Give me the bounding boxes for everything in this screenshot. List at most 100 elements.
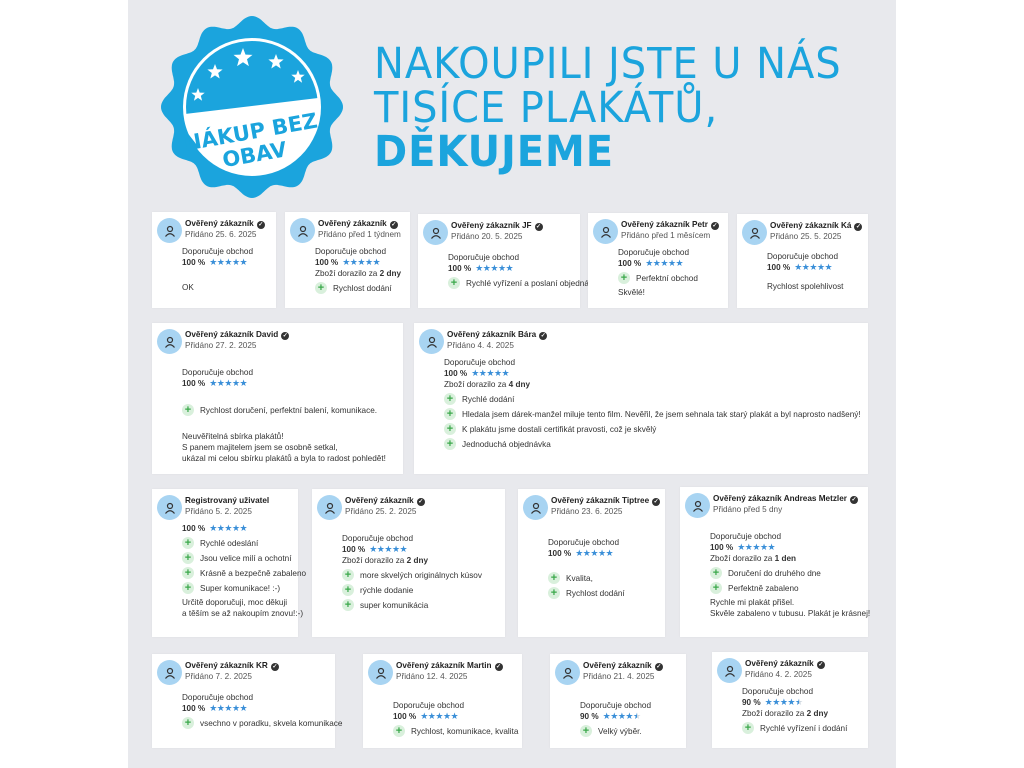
pro-text: Perfektně zabaleno bbox=[728, 583, 799, 593]
plus-icon: + bbox=[182, 537, 194, 549]
rating-percent: 100 % bbox=[182, 524, 206, 533]
star-icon: ★ bbox=[787, 697, 795, 707]
pro-text: Doručení do druhého dne bbox=[728, 568, 821, 578]
plus-icon: + bbox=[342, 569, 354, 581]
star-icon: ★ bbox=[231, 523, 240, 533]
rating-row: 100 % ★★★★★ bbox=[182, 257, 270, 268]
rating-row: 100 % ★★★★★ bbox=[182, 703, 329, 714]
avatar bbox=[717, 658, 742, 683]
avatar bbox=[555, 660, 580, 685]
star-icon: ★ bbox=[645, 258, 653, 268]
plus-icon: + bbox=[742, 722, 754, 734]
star-icon: ★ bbox=[505, 263, 514, 273]
badge-star-icon bbox=[233, 48, 253, 67]
delivery-info: Zboží dorazilo za 4 dny bbox=[444, 379, 862, 390]
star-icon: ★ bbox=[809, 262, 817, 272]
star-icon: ★ bbox=[794, 262, 802, 272]
review-body: Doporučuje obchod 100 % ★★★★★ + vsechno v po… bbox=[182, 688, 342, 729]
recommend-label: Doporučuje obchod bbox=[548, 538, 620, 547]
pro-item: + Rychlost dodání bbox=[548, 587, 659, 599]
reviewer-name-text: Ověřený zákazník Bára bbox=[447, 330, 537, 339]
reviewer-name: Ověřený zákazník ✓ bbox=[745, 658, 862, 669]
rating-stars: ★★★★★ bbox=[369, 544, 407, 554]
pro-item: + more skvelých originálnych kúsov bbox=[342, 569, 499, 581]
rating-stars: ★★★★★ bbox=[209, 703, 247, 713]
review-body: Doporučuje obchod 100 % ★★★★★ + Rychlé vyříz… bbox=[448, 248, 601, 289]
rating-percent: 100 % bbox=[710, 543, 734, 552]
review-text: a těším se až nakoupím znovu!:-) bbox=[182, 609, 304, 618]
pro-text: Rychlost doručení, perfektní balení, kom… bbox=[200, 405, 378, 415]
reviewer-name: Ověřený zákazník KR ✓ bbox=[185, 660, 329, 671]
review-body: Doporučuje obchod 100 % ★★★★★ Zboží dorazil… bbox=[710, 521, 870, 619]
review-card: Ověřený zákazník Andreas Metzler ✓ Přidáno… bbox=[680, 487, 870, 637]
review-text: Neuvěřitelná sbírka plakátů! bbox=[182, 432, 284, 441]
pro-text: Rychlé dodání bbox=[462, 394, 515, 404]
headline-line1: NAKOUPILI JSTE U NÁS bbox=[374, 39, 842, 89]
plus-icon: + bbox=[710, 567, 722, 579]
headline: NAKOUPILI JSTE U NÁS TISÍCE PLAKÁTŮ, DĚK… bbox=[374, 42, 842, 174]
star-icon: ★ bbox=[399, 544, 408, 554]
spacer bbox=[182, 416, 397, 428]
review-card: Ověřený zákazník Martin ✓ Přidáno 12. 4. 2… bbox=[363, 654, 522, 748]
rating-percent: 100 % bbox=[618, 259, 642, 268]
reviewer-name: Ověřený zákazník Tiptree ✓ bbox=[551, 495, 661, 506]
star-icon: ★ bbox=[486, 368, 494, 378]
star-icon: ★ bbox=[369, 544, 377, 554]
review-body: 100 % ★★★★★ + Rychlé odeslání + Jsou velice m… bbox=[182, 523, 306, 619]
recommend-label: Doporučuje obchod bbox=[444, 358, 516, 367]
review-date: Přidáno 21. 4. 2025 bbox=[583, 672, 655, 681]
delivery-prefix: Zboží dorazilo za bbox=[444, 380, 509, 389]
star-icon: ★ bbox=[231, 257, 240, 267]
avatar bbox=[157, 218, 182, 243]
review-card: Ověřený zákazník ✓ Přidáno 25. 6. 2025 Dopo… bbox=[152, 212, 276, 308]
user-icon bbox=[600, 226, 611, 238]
nakup-bez-obav-badge: NÁKUP BEZ OBAV bbox=[160, 15, 360, 200]
star-icon: ★ bbox=[475, 263, 483, 273]
spacer bbox=[182, 357, 397, 367]
user-icon bbox=[324, 502, 335, 514]
plus-icon: + bbox=[448, 277, 460, 289]
rating-stars: ★★★★★ bbox=[209, 378, 247, 388]
rating-percent: 100 % bbox=[315, 258, 339, 267]
pro-text: Kvalita, bbox=[566, 573, 593, 583]
review-body: Doporučuje obchod 100 % ★★★★★ Rychlost spol… bbox=[767, 248, 862, 292]
star-icon: ★ bbox=[779, 697, 788, 707]
star-icon: ★ bbox=[384, 544, 392, 554]
star-icon: ★ bbox=[824, 262, 833, 272]
star-icon: ★ bbox=[209, 523, 217, 533]
badge-star-icon bbox=[268, 54, 284, 69]
recommend-label: Doporučuje obchod bbox=[315, 247, 387, 256]
star-icon: ★ bbox=[471, 368, 479, 378]
star-icon: ★ bbox=[231, 378, 240, 388]
review-date: Přidáno před 1 týdnem bbox=[318, 230, 401, 239]
rating-percent: 100 % bbox=[182, 704, 206, 713]
pro-text: Super komunikace! :-) bbox=[200, 583, 281, 593]
review-text: Skvělé! bbox=[618, 288, 645, 297]
pro-text: super komunikácia bbox=[360, 600, 429, 610]
reviewer-name: Ověřený zákazník JF ✓ bbox=[451, 220, 574, 231]
reviewer-name: Ověřený zákazník ✓ bbox=[583, 660, 680, 671]
star-icon: ★ bbox=[490, 263, 498, 273]
avatar bbox=[157, 495, 182, 520]
spacer bbox=[710, 521, 862, 531]
pro-item: + Kvalita, bbox=[548, 572, 659, 584]
rating-row: 100 % ★★★★★ bbox=[548, 548, 659, 559]
review-body: Doporučuje obchod 100 % ★★★★★ + Perfektní ob… bbox=[618, 247, 722, 298]
star-icon: ★ bbox=[478, 368, 487, 378]
review-body: Doporučuje obchod 100 % ★★★★★ + Rychlost, ko… bbox=[393, 688, 518, 737]
star-icon: ★ bbox=[617, 711, 626, 721]
star-icon: ★ bbox=[652, 258, 661, 268]
plus-icon: + bbox=[444, 393, 456, 405]
reviewer-name: Ověřený zákazník ✓ bbox=[345, 495, 499, 506]
review-date: Přidáno 20. 5. 2025 bbox=[451, 232, 523, 241]
review-text: Rychle mi plakát přišel. bbox=[710, 598, 795, 607]
spacer bbox=[548, 559, 659, 569]
user-icon bbox=[164, 667, 175, 679]
reviewer-name-text: Registrovaný uživatel bbox=[185, 496, 270, 505]
rating-percent: 100 % bbox=[182, 258, 206, 267]
star-icon: ★ bbox=[625, 711, 633, 721]
verified-check-icon: ✓ bbox=[281, 332, 290, 340]
rating-row: 90 % ★★★★★ bbox=[580, 711, 680, 722]
star-icon: ★ bbox=[216, 523, 225, 533]
delivery-info: Zboží dorazilo za 2 dny bbox=[742, 708, 862, 719]
